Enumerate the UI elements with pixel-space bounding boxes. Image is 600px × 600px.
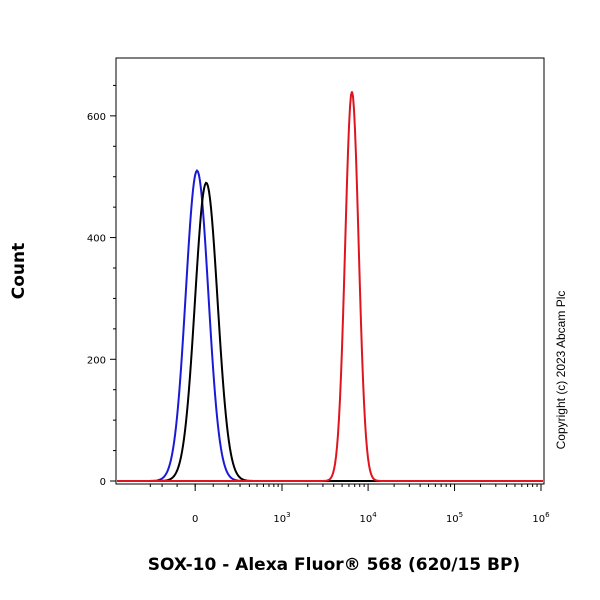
x-tick-label: 0 [192,514,198,525]
x-tick-label: 105 [446,511,463,525]
series-line-2 [117,181,543,482]
plot-frame [115,57,545,485]
x-axis: 0 103 104 105 106 [149,484,550,525]
y-tick-label: 400 [87,234,106,245]
x-tick-label: 104 [359,511,377,525]
copyright-annotation: Copyright (c) 2023 Abcam Plc [554,291,568,450]
y-tick-label: 200 [87,355,106,366]
y-axis-title: Count [9,243,29,300]
x-axis-title: SOX-10 - Alexa Fluor® 568 (620/15 BP) [148,555,520,575]
y-tick-label: 0 [100,477,106,488]
series-line-1 [117,169,543,482]
series-layer [117,91,543,482]
y-tick-label: 600 [87,112,106,123]
y-axis: 0 200 400 600 [87,84,116,488]
series-line-3 [117,91,543,482]
x-tick-label: 106 [532,511,550,525]
x-tick-label: 103 [273,511,290,525]
